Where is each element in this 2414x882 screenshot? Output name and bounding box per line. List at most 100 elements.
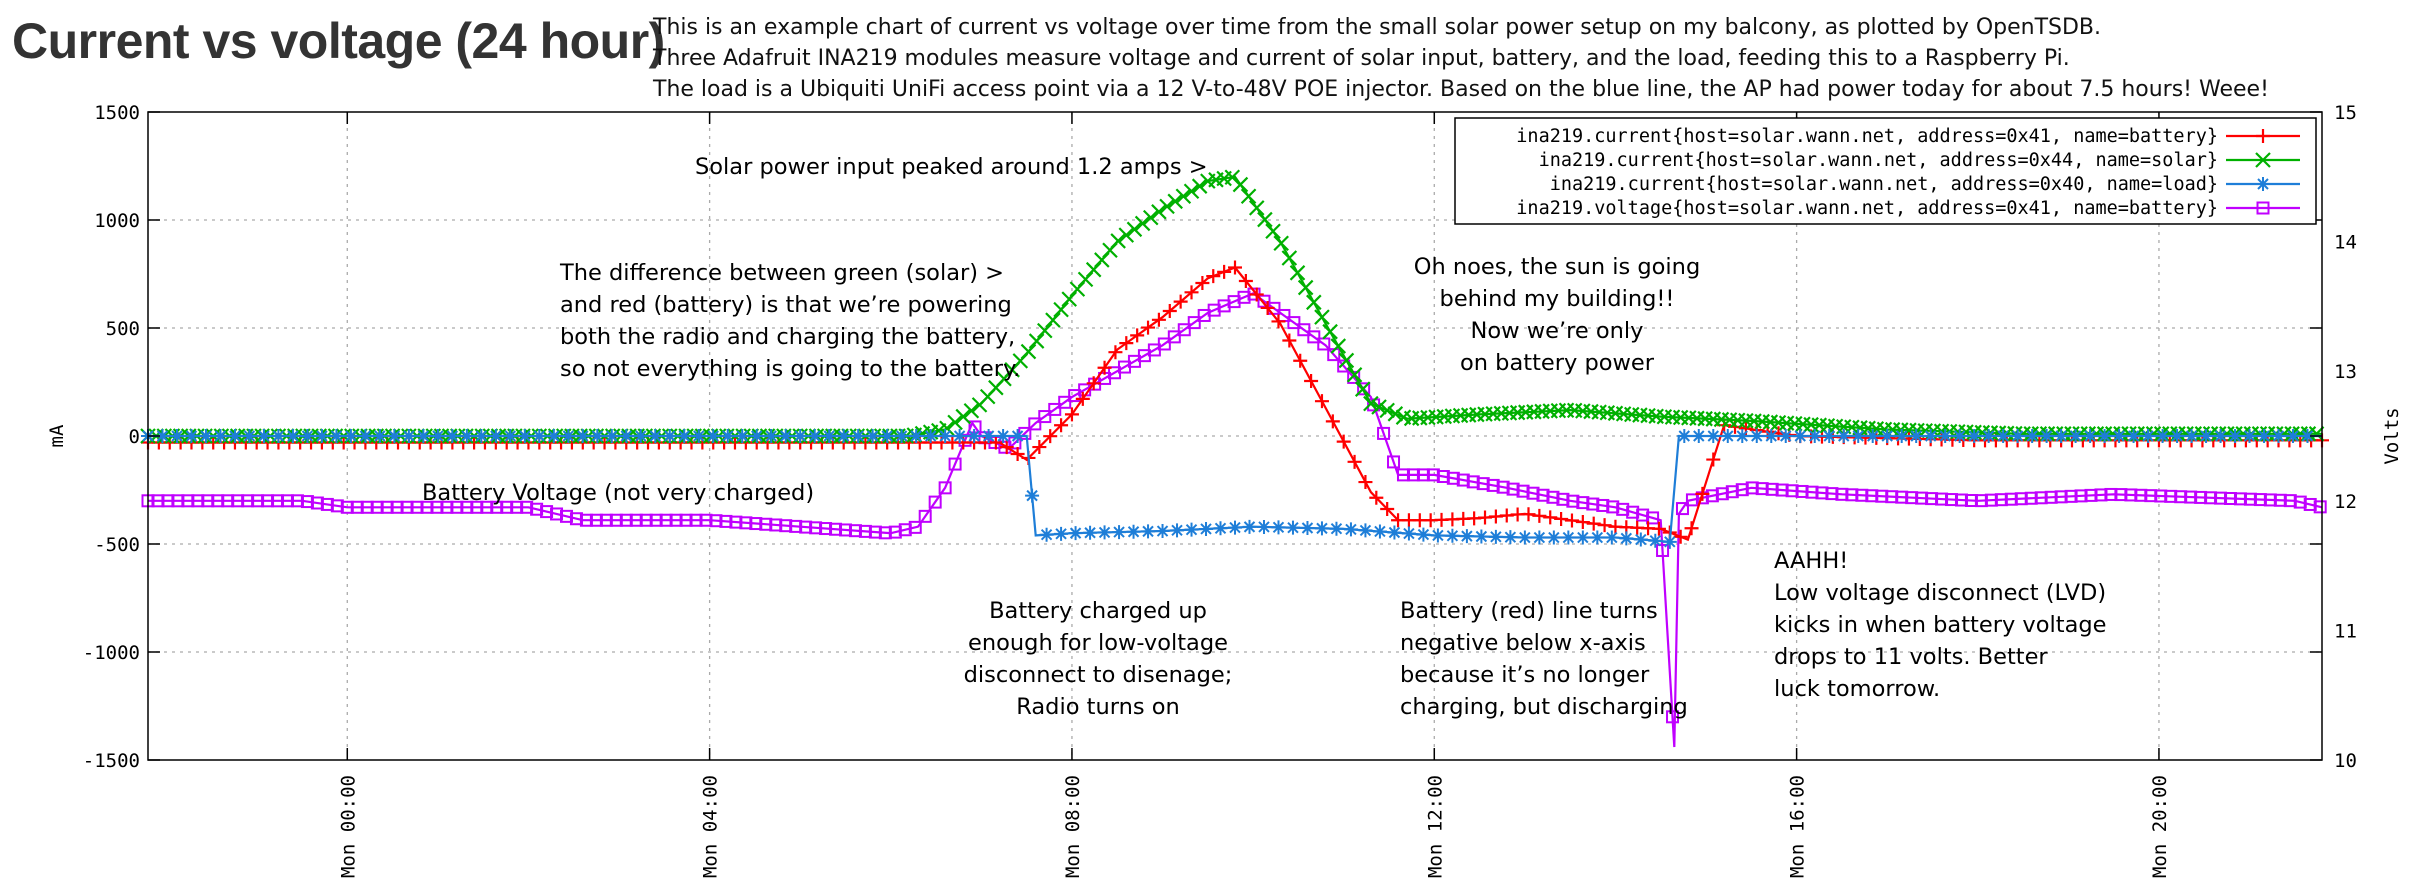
series-point: [1282, 333, 1297, 348]
series-point: [1822, 429, 1837, 443]
series-point: [1358, 475, 1373, 490]
series-point: [1556, 492, 1570, 506]
series-point: [1543, 510, 1558, 525]
series-point: [241, 494, 255, 508]
series-point: [1554, 511, 1569, 526]
series-point: [1885, 490, 1899, 504]
series-point: [769, 518, 783, 532]
series-4: [141, 287, 2327, 748]
series-point: [858, 524, 872, 538]
series-point: [799, 520, 813, 534]
series-point: [1343, 522, 1358, 537]
series-point: [575, 429, 590, 443]
series-point: [1048, 402, 1062, 416]
series-point: [1764, 429, 1779, 443]
x-tick-label: Mon 04:00: [700, 775, 722, 878]
series-point: [1865, 489, 1879, 503]
annotation-text: enough for low-voltage: [968, 630, 1228, 656]
series-point: [470, 500, 484, 514]
description-line-3: The load is a Ubiquiti UniFi access poin…: [653, 77, 2269, 102]
annotation-text: on battery power: [1460, 350, 1655, 376]
series-point: [2308, 426, 2325, 442]
series-point: [1401, 526, 1416, 541]
series-point: [1293, 353, 1308, 368]
series-point: [300, 429, 315, 443]
annotation-text: behind my building!!: [1440, 286, 1675, 312]
series-point: [1183, 183, 1200, 200]
series-point: [679, 513, 693, 527]
legend-entry: ina219.current{host=solar.wann.net, addr…: [1539, 150, 2218, 171]
series-point: [1217, 299, 1231, 313]
series-point: [1648, 533, 1663, 548]
series-point: [720, 429, 735, 443]
series-point: [1590, 530, 1605, 545]
series-point: [1695, 486, 1710, 501]
series-point: [1685, 493, 1699, 507]
series-point: [169, 429, 184, 443]
series-point: [1691, 429, 1706, 443]
y2-tick-label: 15: [2334, 102, 2357, 124]
series-point: [251, 494, 265, 508]
series-point: [1775, 483, 1789, 497]
series-point: [1338, 352, 1355, 369]
series-point: [1795, 484, 1809, 498]
series-point: [1894, 429, 1909, 443]
series-point: [459, 429, 474, 443]
series-point: [416, 429, 431, 443]
series-point: [1369, 490, 1384, 505]
series-point: [1069, 281, 1086, 297]
series-point: [1994, 493, 2008, 507]
series-point: [2083, 429, 2098, 443]
series-point: [1379, 402, 1395, 419]
series-point: [2184, 490, 2198, 504]
series-point: [1053, 301, 1069, 318]
series-point: [1271, 520, 1286, 535]
series-point: [1130, 328, 1145, 343]
series-point: [550, 507, 564, 521]
series-point: [1077, 271, 1094, 288]
annotation-text: Low voltage disconnect (LVD): [1774, 580, 2106, 606]
series-point: [619, 513, 633, 527]
series-point: [2154, 489, 2168, 503]
series-point: [590, 429, 605, 443]
series-point: [520, 500, 534, 514]
series-point: [1354, 381, 1371, 397]
series-point: [996, 429, 1011, 443]
series-point: [1075, 391, 1090, 406]
series-point: [1532, 508, 1547, 523]
series-point: [1010, 447, 1025, 461]
series-point: [1755, 482, 1769, 496]
series-point: [540, 505, 554, 519]
series-point: [1371, 399, 1387, 415]
series-point: [1151, 312, 1166, 327]
series-point: [1807, 429, 1822, 443]
series-point: [2256, 201, 2270, 215]
series-point: [1636, 508, 1650, 522]
series-point: [400, 500, 414, 514]
series-point: [2094, 488, 2108, 502]
series-point: [1546, 530, 1561, 545]
y-tick-label: 1000: [94, 210, 140, 232]
series-point: [1039, 527, 1054, 542]
series-point: [440, 500, 454, 514]
series-point: [918, 509, 932, 523]
series-point: [1297, 323, 1311, 337]
series-point: [1526, 486, 1540, 500]
series-point: [387, 429, 402, 443]
series-point: [1347, 454, 1362, 469]
series-point: [2313, 500, 2327, 514]
series-point: [1387, 406, 1404, 422]
series-point: [1028, 333, 1045, 349]
series-point: [1406, 468, 1420, 482]
series-point: [1651, 521, 1666, 536]
series-point: [1227, 295, 1241, 309]
series-point: [1778, 429, 1793, 443]
series-point: [213, 429, 228, 443]
series-point: [579, 513, 593, 527]
series-point: [609, 513, 623, 527]
series-point: [1851, 429, 1866, 443]
legend-swatch: [2226, 201, 2300, 215]
series-point: [380, 500, 394, 514]
series-point: [271, 429, 286, 443]
series-point: [1045, 312, 1061, 328]
